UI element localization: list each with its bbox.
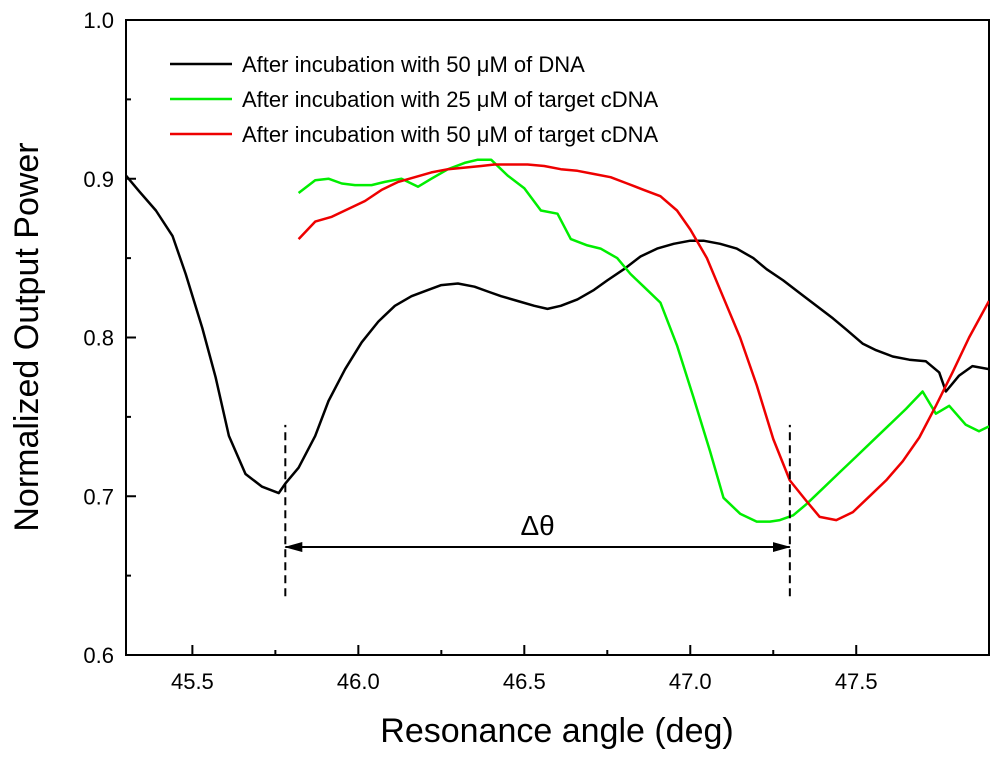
y-tick-label: 0.9 xyxy=(83,167,114,192)
plot-frame xyxy=(125,19,990,656)
x-tick-label: 46.5 xyxy=(503,669,546,694)
legend-label-2: After incubation with 50 μM of target cD… xyxy=(242,122,659,147)
legend: After incubation with 50 μM of DNA After … xyxy=(170,52,659,147)
y-tick-label: 1.0 xyxy=(83,8,114,33)
delta-theta-label: Δθ xyxy=(520,510,554,541)
series-layer xyxy=(126,158,989,523)
series-line-0 xyxy=(126,174,989,495)
axis-ticks: 45.5 46.0 46.5 47.0 47.5 0.6 0.7 0.8 0.9 1.0 xyxy=(83,8,877,694)
legend-label-1: After incubation with 25 μM of target cD… xyxy=(242,87,659,112)
legend-label-0: After incubation with 50 μM of DNA xyxy=(242,52,585,77)
annotations: Δθ xyxy=(284,424,791,597)
y-tick-label: 0.8 xyxy=(83,326,114,351)
x-tick-label: 47.0 xyxy=(669,669,712,694)
x-tick-label: 47.5 xyxy=(835,669,878,694)
x-tick-label: 45.5 xyxy=(171,669,214,694)
series-line-1 xyxy=(297,158,989,523)
y-tick-label: 0.6 xyxy=(83,643,114,668)
x-axis-label: Resonance angle (deg) xyxy=(380,712,733,750)
x-tick-label: 46.0 xyxy=(337,669,380,694)
series-line-2 xyxy=(297,163,989,522)
y-tick-label: 0.7 xyxy=(83,484,114,509)
y-axis-label: Normalized Output Power xyxy=(8,142,46,531)
